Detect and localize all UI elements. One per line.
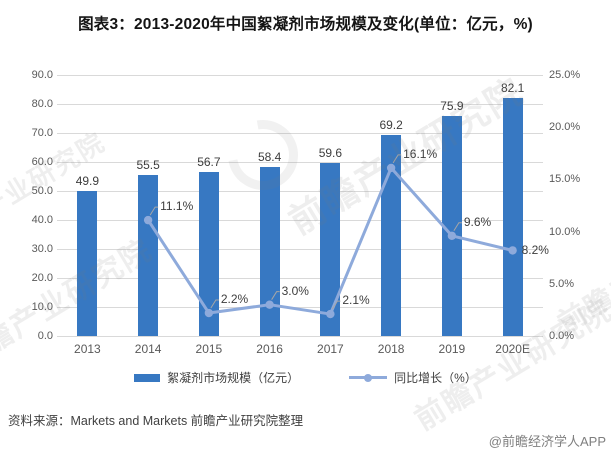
label-leader-line <box>149 206 159 216</box>
bar-value-label: 75.9 <box>440 98 464 113</box>
gridline <box>57 249 543 250</box>
bar-value-label: 82.1 <box>500 80 525 95</box>
x-axis-tick: 2014 <box>134 342 162 356</box>
gridline <box>57 220 543 221</box>
line-marker <box>204 308 214 318</box>
x-axis-tick: 2013 <box>74 342 101 356</box>
line-value-label: 2.2% <box>220 292 249 307</box>
y-axis-tick-right: 20.0% <box>549 121 581 134</box>
y-axis-tick-left: 0.0 <box>37 330 53 342</box>
line-value-label: 9.6% <box>463 214 492 229</box>
bar-value-label: 69.2 <box>379 118 403 133</box>
bar-2017 <box>320 163 341 336</box>
x-axis-tick: 2017 <box>317 342 344 356</box>
line-value-label: 8.2% <box>521 243 549 258</box>
bar-2014 <box>138 175 159 336</box>
legend: 絮凝剂市场规模（亿元） 同比增长（%） <box>0 369 611 386</box>
line-series-swatch-icon <box>349 373 388 382</box>
legend-item-yoy-growth: 同比增长（%） <box>349 369 477 386</box>
y-axis-tick-left: 30.0 <box>31 243 53 255</box>
line-marker <box>508 246 517 255</box>
gridline <box>57 336 543 337</box>
gridline <box>57 278 543 279</box>
legend-item-market-size: 絮凝剂市场规模（亿元） <box>134 369 299 386</box>
gridline <box>57 133 543 134</box>
line-marker <box>447 231 457 240</box>
growth-line-layer <box>143 154 517 319</box>
x-axis-tick: 2015 <box>195 342 223 356</box>
y-axis-tick-left: 80.0 <box>31 98 53 110</box>
x-axis-tick: 2018 <box>377 342 405 356</box>
y-axis-tick-left: 40.0 <box>31 214 53 226</box>
bar-series-swatch-icon <box>134 373 161 382</box>
bar-2020E <box>502 97 523 336</box>
gridline <box>57 191 543 192</box>
chart-title: 图表3：2013-2020年中国絮凝剂市场规模及变化(单位：亿元，%) <box>78 16 533 33</box>
gridline <box>57 75 543 76</box>
line-marker <box>386 163 396 173</box>
line-marker <box>265 300 274 309</box>
x-axis-tick: 2020E <box>495 342 530 356</box>
label-leader-line <box>331 300 341 310</box>
bar-value-label: 58.4 <box>257 149 282 164</box>
line-value-label: 3.0% <box>281 283 309 298</box>
y-axis-tick-left: 20.0 <box>31 272 53 284</box>
y-axis-tick-left: 70.0 <box>31 127 53 139</box>
gridline <box>57 104 543 105</box>
y-axis-tick-right: 5.0% <box>549 277 575 290</box>
line-value-label: 2.1% <box>342 293 370 308</box>
bar-value-label: 49.9 <box>75 174 100 189</box>
y-axis-tick-left: 90.0 <box>31 69 53 81</box>
legend-bar-label: 絮凝剂市场规模（亿元） <box>167 371 300 385</box>
label-leader-line <box>271 291 280 300</box>
label-leader-line <box>210 299 219 309</box>
credit-note: @前瞻经济学人APP <box>488 434 606 449</box>
line-marker <box>143 215 153 225</box>
bar-value-label: 59.6 <box>318 146 343 161</box>
bar-2013 <box>77 191 98 336</box>
gridline <box>57 307 543 308</box>
y-axis-tick-right: 15.0% <box>549 173 581 186</box>
y-axis-tick-left: 50.0 <box>31 185 53 197</box>
growth-line <box>146 166 513 316</box>
legend-line-label: 同比增长（%） <box>394 371 477 385</box>
y-axis-tick-left: 10.0 <box>31 301 53 313</box>
y-axis-tick-right: 25.0% <box>549 69 581 81</box>
line-value-label: 16.1% <box>403 146 438 161</box>
bar-2019 <box>441 115 462 336</box>
source-note: 资料来源：Markets and Markets 前瞻产业研究院整理 <box>8 414 304 428</box>
bar-2018 <box>381 135 402 336</box>
line-value-label: 11.1% <box>160 199 194 214</box>
y-axis-tick-right: 10.0% <box>549 225 581 238</box>
label-leader-line <box>392 154 402 164</box>
line-marker <box>326 309 335 319</box>
label-leader-line <box>453 222 462 232</box>
y-axis-tick-right: 0.0% <box>549 330 575 342</box>
gridline <box>57 162 543 163</box>
bar-value-label: 56.7 <box>197 154 221 169</box>
x-axis-tick: 2019 <box>438 342 466 356</box>
bar-2015 <box>198 171 219 336</box>
bar-value-label: 55.5 <box>136 158 160 173</box>
bar-2016 <box>259 166 280 336</box>
x-axis-tick: 2016 <box>256 342 283 356</box>
y-axis-tick-left: 60.0 <box>31 156 53 168</box>
